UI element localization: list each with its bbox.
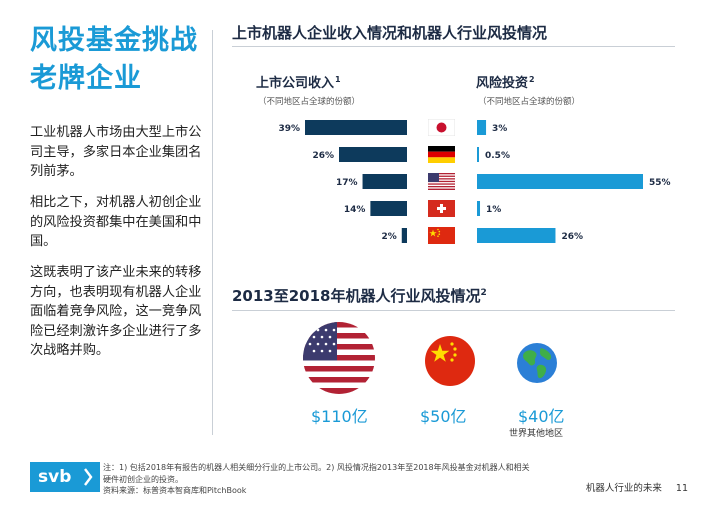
revenue-label-switzerland: 14% — [344, 205, 366, 215]
revenue-bar-germany — [339, 147, 407, 162]
globe-icon — [517, 343, 557, 383]
revenue-bar-switzerland — [370, 201, 407, 216]
revenue-bar-china — [401, 228, 407, 243]
vc-label-switzerland: 1% — [486, 205, 501, 215]
vc-subheading: （不同地区占全球的份额） — [478, 97, 581, 107]
vc-bar-germany — [477, 147, 479, 162]
chevron-right-icon — [84, 468, 93, 486]
rest-of-world-label: 世界其他地区 — [509, 429, 564, 439]
page-footer: 机器人行业的未来 11 — [572, 480, 688, 494]
top-section-divider — [232, 46, 675, 47]
revenue-label-germany: 26% — [312, 151, 334, 161]
bar-chart: 39% 26% 17% 14% 2% 3% 0.5% 55% 1% 26% — [278, 120, 671, 243]
revenue-subheading: （不同地区占全球的份额） — [258, 97, 361, 107]
page-title-line2: 老牌企业 — [30, 63, 142, 94]
revenue-bar-usa — [362, 174, 407, 189]
intro-paragraph-2: 相比之下，对机器人初创企业的风险投资都集中在美国和中国。 — [30, 195, 202, 249]
footnote-source: 资料来源：标普资本智商库和PitchBook — [103, 486, 247, 495]
vc-bar-japan — [477, 120, 487, 135]
china-flag-icon — [428, 227, 455, 244]
china-vc-amount: $50亿 — [420, 407, 467, 426]
footnote-line-2: 硬件初创企业的投资。 — [103, 474, 183, 484]
usa-vc-amount: $110亿 — [311, 407, 368, 426]
china-flag-circle-icon — [425, 336, 475, 386]
svb-logo-text: svb — [38, 467, 72, 487]
vc-label-japan: 3% — [492, 124, 507, 134]
usa-flag-icon — [428, 173, 455, 190]
vc-label-usa: 55% — [649, 178, 671, 188]
vc-bar-usa — [477, 174, 643, 189]
revenue-heading: 上市公司收入1 — [256, 74, 341, 91]
page-title: 风投基金挑战 老牌企业 — [30, 22, 215, 98]
revenue-bar-japan — [305, 120, 407, 135]
vc-bar-switzerland — [477, 201, 481, 216]
footer-page-label: 机器人行业的未来 — [585, 483, 662, 494]
switzerland-flag-icon — [428, 200, 455, 217]
vc-heading: 风险投资2 — [476, 74, 535, 91]
svb-logo: svb — [30, 462, 100, 492]
usa-flag-circle-icon — [303, 322, 375, 394]
vc-label-china: 26% — [561, 232, 583, 242]
vc-bar-china — [477, 228, 556, 243]
vc-label-germany: 0.5% — [485, 151, 510, 161]
page-title-line1: 风投基金挑战 — [30, 25, 198, 56]
revenue-label-usa: 17% — [336, 178, 358, 188]
japan-flag-icon — [428, 119, 455, 136]
revenue-label-japan: 39% — [278, 124, 300, 134]
rest-of-world-vc-amount: $40亿 — [518, 407, 565, 426]
vertical-divider — [212, 30, 213, 435]
bottom-section-divider — [232, 310, 675, 311]
top-section-title: 上市机器人企业收入情况和机器人行业风投情况 — [232, 24, 548, 42]
intro-paragraph-1: 工业机器人市场由大型上市公司主导，多家日本企业集团名列前茅。 — [30, 125, 202, 179]
footnote-line-1: 注：1) 包括2018年有报告的机器人相关细分行业的上市公司。2) 风投情况指2… — [103, 463, 530, 472]
germany-flag-icon — [428, 146, 455, 163]
revenue-label-china: 2% — [381, 232, 396, 242]
footnote: 注：1) 包括2018年有报告的机器人相关细分行业的上市公司。2) 风投情况指2… — [103, 462, 583, 497]
intro-paragraph-3: 这既表明了该产业未来的转移方向，也表明现有机器人企业面临着竞争风险，这一竞争风险… — [30, 265, 202, 358]
page-number: 11 — [675, 483, 688, 494]
bottom-section-title: 2013至2018年机器人行业风投情况2 — [232, 287, 487, 305]
